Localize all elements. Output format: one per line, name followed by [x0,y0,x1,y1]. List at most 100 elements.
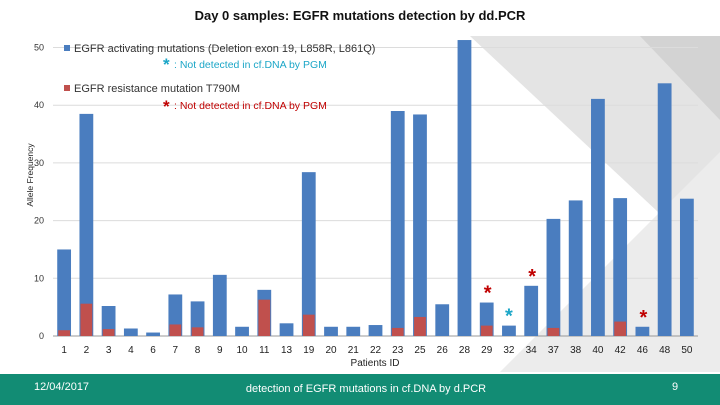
bar-activating-26 [435,304,450,336]
bar-activating-6 [146,332,160,336]
y-tick-label: 10 [34,273,44,283]
bar-activating-10 [235,326,249,336]
bar-activating-28 [457,40,472,337]
x-tick-label: 11 [259,345,270,356]
x-tick-label: 32 [503,345,515,356]
bar-activating-38 [568,200,583,336]
bar-activating-21 [346,326,361,336]
x-tick-label: 1 [61,345,67,356]
x-tick-label: 10 [236,345,248,356]
legend-star-red: * [163,97,170,116]
legend-star-cyan: * [163,55,170,74]
x-tick-label: 23 [392,345,404,356]
page-number: 9 [672,381,679,393]
x-axis-label: Patients ID [351,358,400,369]
x-tick-label: 25 [414,345,426,356]
y-axis-label: Allele Frequency [25,143,35,207]
y-tick-label: 20 [34,216,44,226]
x-tick-label: 34 [526,345,538,356]
bar-activating-19 [301,172,316,336]
legend-swatch-red [64,85,70,91]
bar-resistance-1 [58,330,71,336]
x-tick-label: 2 [84,345,90,356]
bar-resistance-3 [102,329,115,336]
bar-activating-2 [79,113,94,336]
x-tick-label: 8 [195,345,201,356]
star-markers: * * * * [484,266,648,329]
x-tick-label: 7 [173,345,179,356]
x-tick-label: 42 [615,345,627,356]
x-tick-label: 28 [459,345,471,356]
legend-label-resistance: EGFR resistance mutation T790M [74,83,240,95]
legend: EGFR activating mutations (Deletion exon… [64,43,375,116]
star-marker-32: * [505,306,513,328]
bar-resistance-19 [302,314,315,336]
bar-activating-46 [635,326,650,336]
bar-resistance-29 [480,325,493,336]
x-tick-label: 4 [128,345,134,356]
bar-activating-37 [546,218,561,336]
bar-resistance-42 [614,321,627,336]
x-tick-label: 37 [548,345,560,356]
bar-activating-23 [390,111,405,336]
x-axis-ticks: 1 2 3 4 6 7 8 9 10 11 13 19 20 21 22 23 25 26 28 29 32 34 37 38… [61,345,693,356]
bar-activating-13 [279,323,294,336]
x-tick-label: 13 [281,345,293,356]
x-tick-label: 19 [303,345,315,356]
bar-activating-1 [57,249,72,336]
x-tick-label: 22 [370,345,382,356]
bar-activating-3 [101,306,116,336]
star-marker-34: * [528,266,536,288]
x-tick-label: 3 [106,345,112,356]
chart-title: Day 0 samples: EGFR mutations detection … [194,8,526,23]
bar-resistance-23 [391,327,404,336]
legend-note-activating: : Not detected in cf.DNA by PGM [174,59,327,71]
bar-activating-32 [502,325,516,336]
bar-activating-40 [591,98,605,336]
x-tick-label: 21 [348,345,360,356]
y-tick-label: 0 [39,331,44,341]
bar-activating-20 [324,326,338,336]
bar-activating-9 [212,274,227,336]
x-tick-label: 6 [150,345,156,356]
x-tick-label: 40 [592,345,604,356]
x-tick-label: 20 [325,345,337,356]
x-tick-label: 9 [217,345,223,356]
bar-resistance-2 [80,303,93,336]
bar-resistance-11 [258,299,271,336]
y-tick-label: 40 [34,100,44,110]
x-tick-label: 26 [437,345,449,356]
bar-activating-50 [679,198,694,336]
x-tick-label: 38 [570,345,582,356]
bars [57,40,694,337]
legend-item-activating: EGFR activating mutations (Deletion exon… [64,43,375,74]
footer-date: 12/04/2017 [34,381,90,393]
x-tick-label: 50 [681,345,693,356]
y-axis: 0 10 20 30 40 50 [34,43,44,341]
footer-caption: detection of EGFR mutations in cf.DNA by… [245,383,487,395]
legend-label-activating: EGFR activating mutations (Deletion exon… [74,43,375,55]
bar-activating-42 [613,198,628,336]
y-tick-label: 50 [34,43,44,53]
legend-swatch-blue [64,45,70,51]
star-marker-29: * [484,283,492,305]
bar-activating-25 [413,114,427,336]
x-tick-label: 29 [481,345,493,356]
bar-activating-4 [123,328,138,336]
x-tick-label: 46 [637,345,649,356]
background-triangle-accent [640,36,720,120]
bar-resistance-25 [414,316,426,336]
star-marker-46: * [639,307,647,329]
bar-resistance-37 [547,327,560,336]
legend-note-resistance: : Not detected in cf.DNA by PGM [174,100,327,112]
bar-resistance-8 [191,327,204,336]
y-tick-label: 30 [34,158,44,168]
bar-resistance-7 [169,324,182,336]
bar-activating-48 [657,83,672,336]
bar-activating-34 [524,285,539,336]
x-tick-label: 48 [659,345,671,356]
footer-bar [0,374,720,405]
bar-activating-22 [368,325,383,336]
